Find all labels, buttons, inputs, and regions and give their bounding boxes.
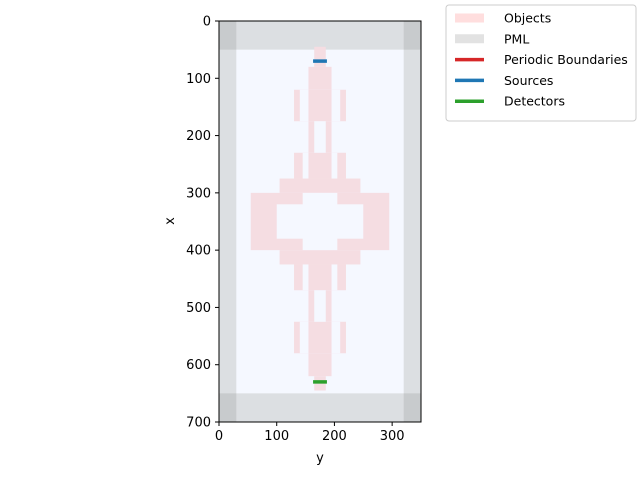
object-hole [302, 264, 309, 291]
y-tick-label: 100 [186, 72, 211, 87]
x-tick-label: 200 [322, 429, 347, 444]
pml-corner [219, 393, 237, 422]
y-tick-label: 300 [186, 186, 211, 201]
legend: Objects PML Periodic Boundaries Sources Dete… [445, 4, 637, 122]
object-hole [299, 321, 309, 354]
object-hole [331, 321, 341, 354]
x-tick-label: 300 [380, 429, 405, 444]
pml-right [403, 21, 421, 422]
legend-label: Sources [504, 73, 553, 88]
object-hole [331, 152, 338, 179]
pml-top [219, 21, 421, 50]
pml-corner [403, 393, 421, 422]
object-hole [299, 89, 309, 122]
object-hole [314, 290, 326, 322]
object-hole [331, 89, 341, 122]
object-hole [314, 121, 326, 153]
object-hole [331, 264, 338, 291]
y-axis-label: x [163, 217, 178, 225]
pml-bottom [219, 393, 421, 422]
y-tick-label: 200 [186, 129, 211, 144]
y-tick-label: 600 [186, 358, 211, 373]
axes-frame [218, 20, 422, 423]
object-region [314, 46, 326, 67]
object-region [279, 178, 361, 193]
x-tick-label: 0 [215, 429, 223, 444]
object-region [308, 66, 332, 90]
object-region [294, 264, 346, 291]
y-tick-label: 700 [186, 416, 211, 431]
legend-label: PML [504, 31, 529, 46]
legend-box [445, 4, 637, 122]
object-region [279, 250, 361, 265]
pml-left [219, 21, 237, 422]
plot-area [219, 21, 421, 422]
object-region [308, 353, 332, 377]
y-tick-label: 400 [186, 244, 211, 259]
legend-label: Detectors [504, 94, 565, 109]
pml-corner [219, 21, 237, 50]
axes: 0 100 200 300 0 100 200 300 400 500 600 700 [186, 15, 422, 444]
legend-label: Objects [504, 11, 551, 26]
x-tick-label: 100 [264, 429, 289, 444]
legend-label: Periodic Boundaries [504, 52, 628, 67]
object-hole [302, 152, 309, 179]
object-hole [302, 192, 338, 251]
x-axis-label: y [316, 451, 324, 466]
y-tick-label: 0 [203, 15, 211, 30]
object-region [294, 152, 346, 179]
y-tick-label: 500 [186, 301, 211, 316]
pml-corner [403, 21, 421, 50]
